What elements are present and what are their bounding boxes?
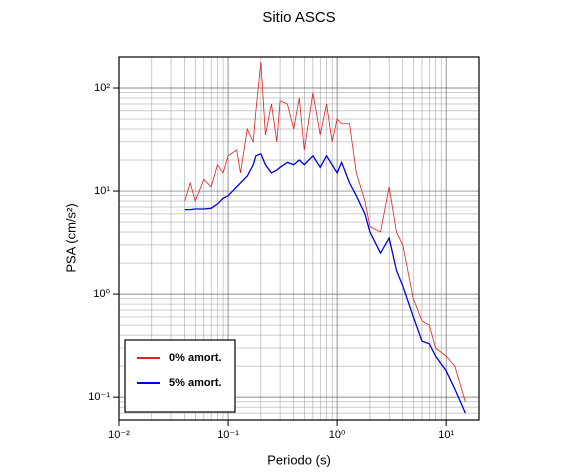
x-tick-label: 10⁰ <box>329 429 346 441</box>
y-tick-label: 10² <box>94 82 110 94</box>
data-line <box>184 61 466 402</box>
x-axis-label: Periodo (s) <box>267 452 331 467</box>
legend: 0% amort. 5% amort. <box>124 339 236 413</box>
x-tick-label: 10¹ <box>438 429 454 441</box>
y-tick-label: 10⁰ <box>93 288 110 300</box>
y-axis-label: PSA (cm/s²) <box>63 203 78 272</box>
x-tick-label: 10⁻¹ <box>217 429 239 441</box>
legend-box <box>124 339 236 413</box>
x-tick-label: 10⁻² <box>108 429 130 441</box>
legend-label: 0% amort. <box>169 352 222 364</box>
y-tick-label: 10¹ <box>94 185 110 197</box>
chart-title: Sitio ASCS <box>262 9 335 26</box>
plot-frame <box>118 56 480 421</box>
data-line <box>184 152 466 414</box>
legend-label: 5% amort. <box>169 377 222 389</box>
y-tick-label: 10⁻¹ <box>88 391 110 403</box>
